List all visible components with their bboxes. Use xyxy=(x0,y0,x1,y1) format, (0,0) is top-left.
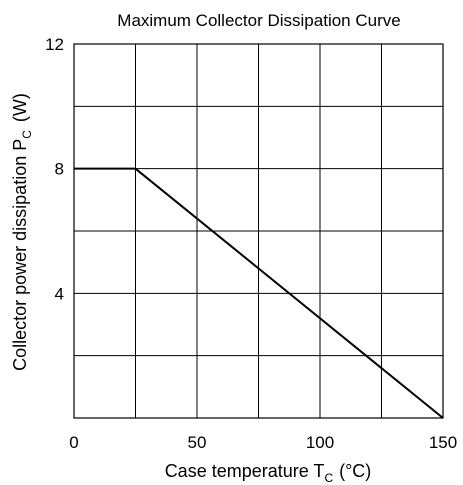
y-tick-label: 4 xyxy=(55,284,64,303)
series-layer xyxy=(74,167,444,419)
x-axis-label-subscript: C xyxy=(324,471,333,485)
x-axis-label-unit: (°C) xyxy=(339,461,371,481)
x-tick-label: 100 xyxy=(306,433,334,452)
x-axis-label: Case temperature TC (°C) xyxy=(165,461,372,485)
y-tick-labels: 4 8 12 xyxy=(45,35,64,303)
y-axis-label-unit: (W) xyxy=(10,93,30,122)
x-axis-label-main: Case temperature T xyxy=(165,461,325,481)
x-tick-labels: 0 50 100 150 xyxy=(69,433,457,452)
y-tick-label: 12 xyxy=(45,35,64,54)
chart-title: Maximum Collector Dissipation Curve xyxy=(117,11,400,30)
x-tick-label: 50 xyxy=(188,433,207,452)
y-tick-label: 8 xyxy=(55,160,64,179)
x-tick-label: 0 xyxy=(69,433,78,452)
plot-frame xyxy=(73,43,444,419)
y-axis-label: Collector power dissipation PC (W) xyxy=(10,93,34,371)
y-axis-label-subscript: C xyxy=(20,130,34,139)
x-tick-label: 150 xyxy=(429,433,457,452)
series-line-0 xyxy=(74,167,444,419)
grid xyxy=(74,44,443,418)
y-axis-label-main: Collector power dissipation P xyxy=(10,139,30,371)
